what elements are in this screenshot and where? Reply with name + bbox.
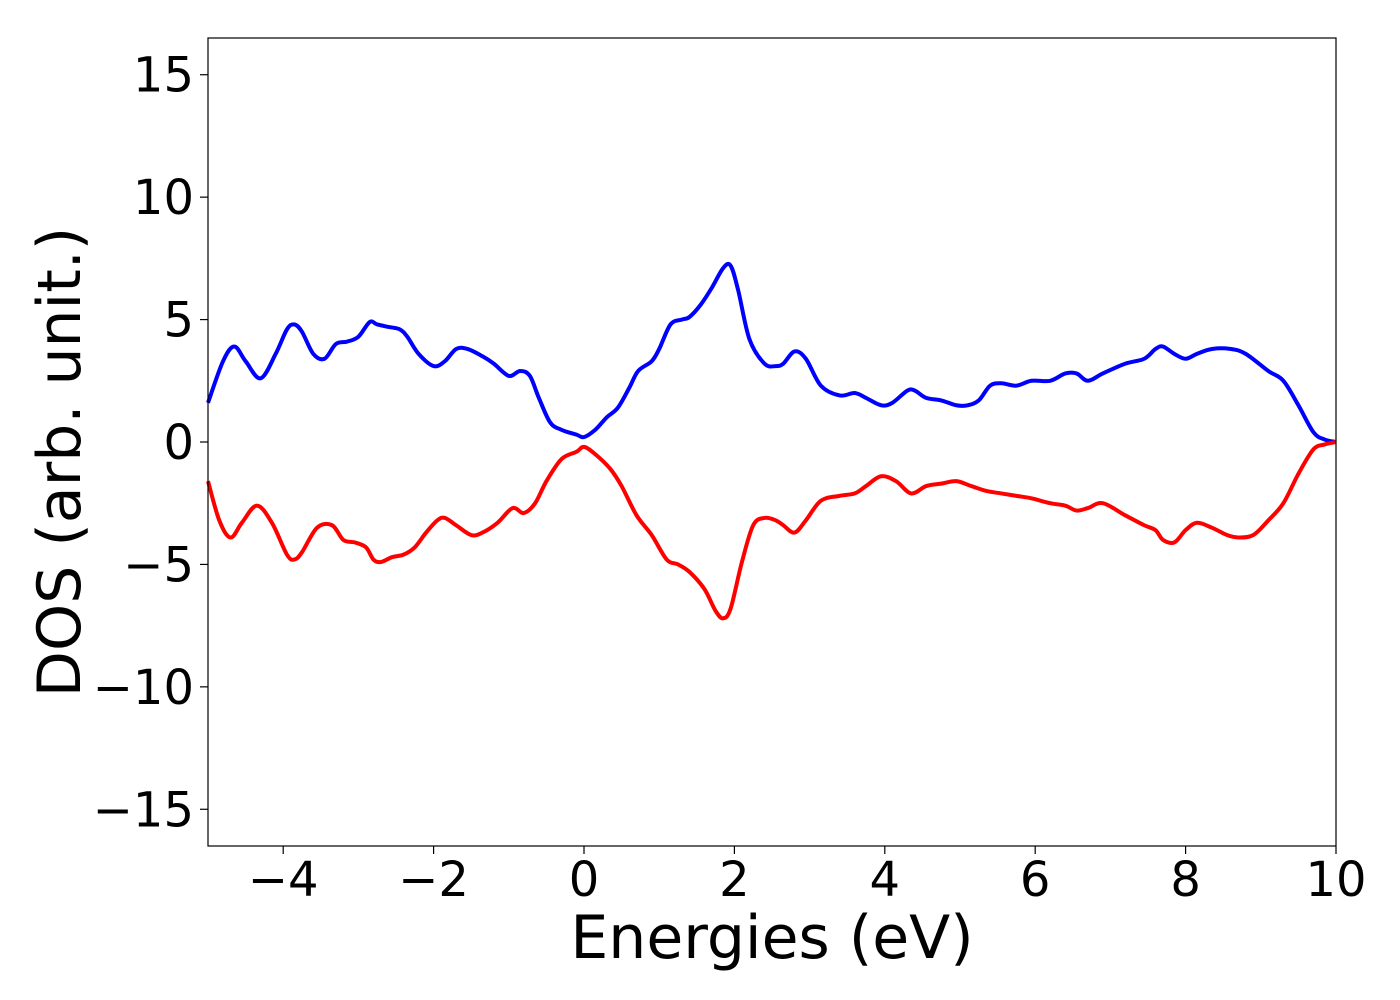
y-tick-label: 0 bbox=[163, 415, 194, 471]
plot-frame bbox=[207, 37, 1337, 847]
y-tick-label: 15 bbox=[133, 48, 194, 104]
x-axis-label: Energies (eV) bbox=[570, 903, 973, 973]
x-tick-label: 2 bbox=[719, 852, 750, 908]
x-tick-label: −2 bbox=[398, 852, 469, 908]
x-tick-label: 4 bbox=[870, 852, 901, 908]
x-tick-label: 6 bbox=[1020, 852, 1051, 908]
y-axis-ticks: 15 10 5 0 −5 −10 −15 bbox=[93, 48, 208, 838]
series-line-2 bbox=[206, 440, 1337, 621]
y-tick-label: −5 bbox=[123, 537, 194, 593]
y-axis-label: DOS (arb. unit.) bbox=[25, 227, 95, 697]
y-tick-label: 10 bbox=[133, 170, 194, 226]
x-tick-label: −4 bbox=[248, 852, 319, 908]
x-tick-label: 10 bbox=[1305, 852, 1366, 908]
x-axis-ticks: −4 −2 0 2 4 6 8 10 bbox=[248, 846, 1367, 908]
series-line-1 bbox=[206, 261, 1337, 444]
x-tick-label: 8 bbox=[1170, 852, 1201, 908]
y-tick-label: 5 bbox=[163, 293, 194, 349]
series-layer bbox=[206, 261, 1337, 621]
x-tick-label: 0 bbox=[569, 852, 600, 908]
y-tick-label: −15 bbox=[93, 782, 194, 838]
y-tick-label: −10 bbox=[93, 660, 194, 716]
